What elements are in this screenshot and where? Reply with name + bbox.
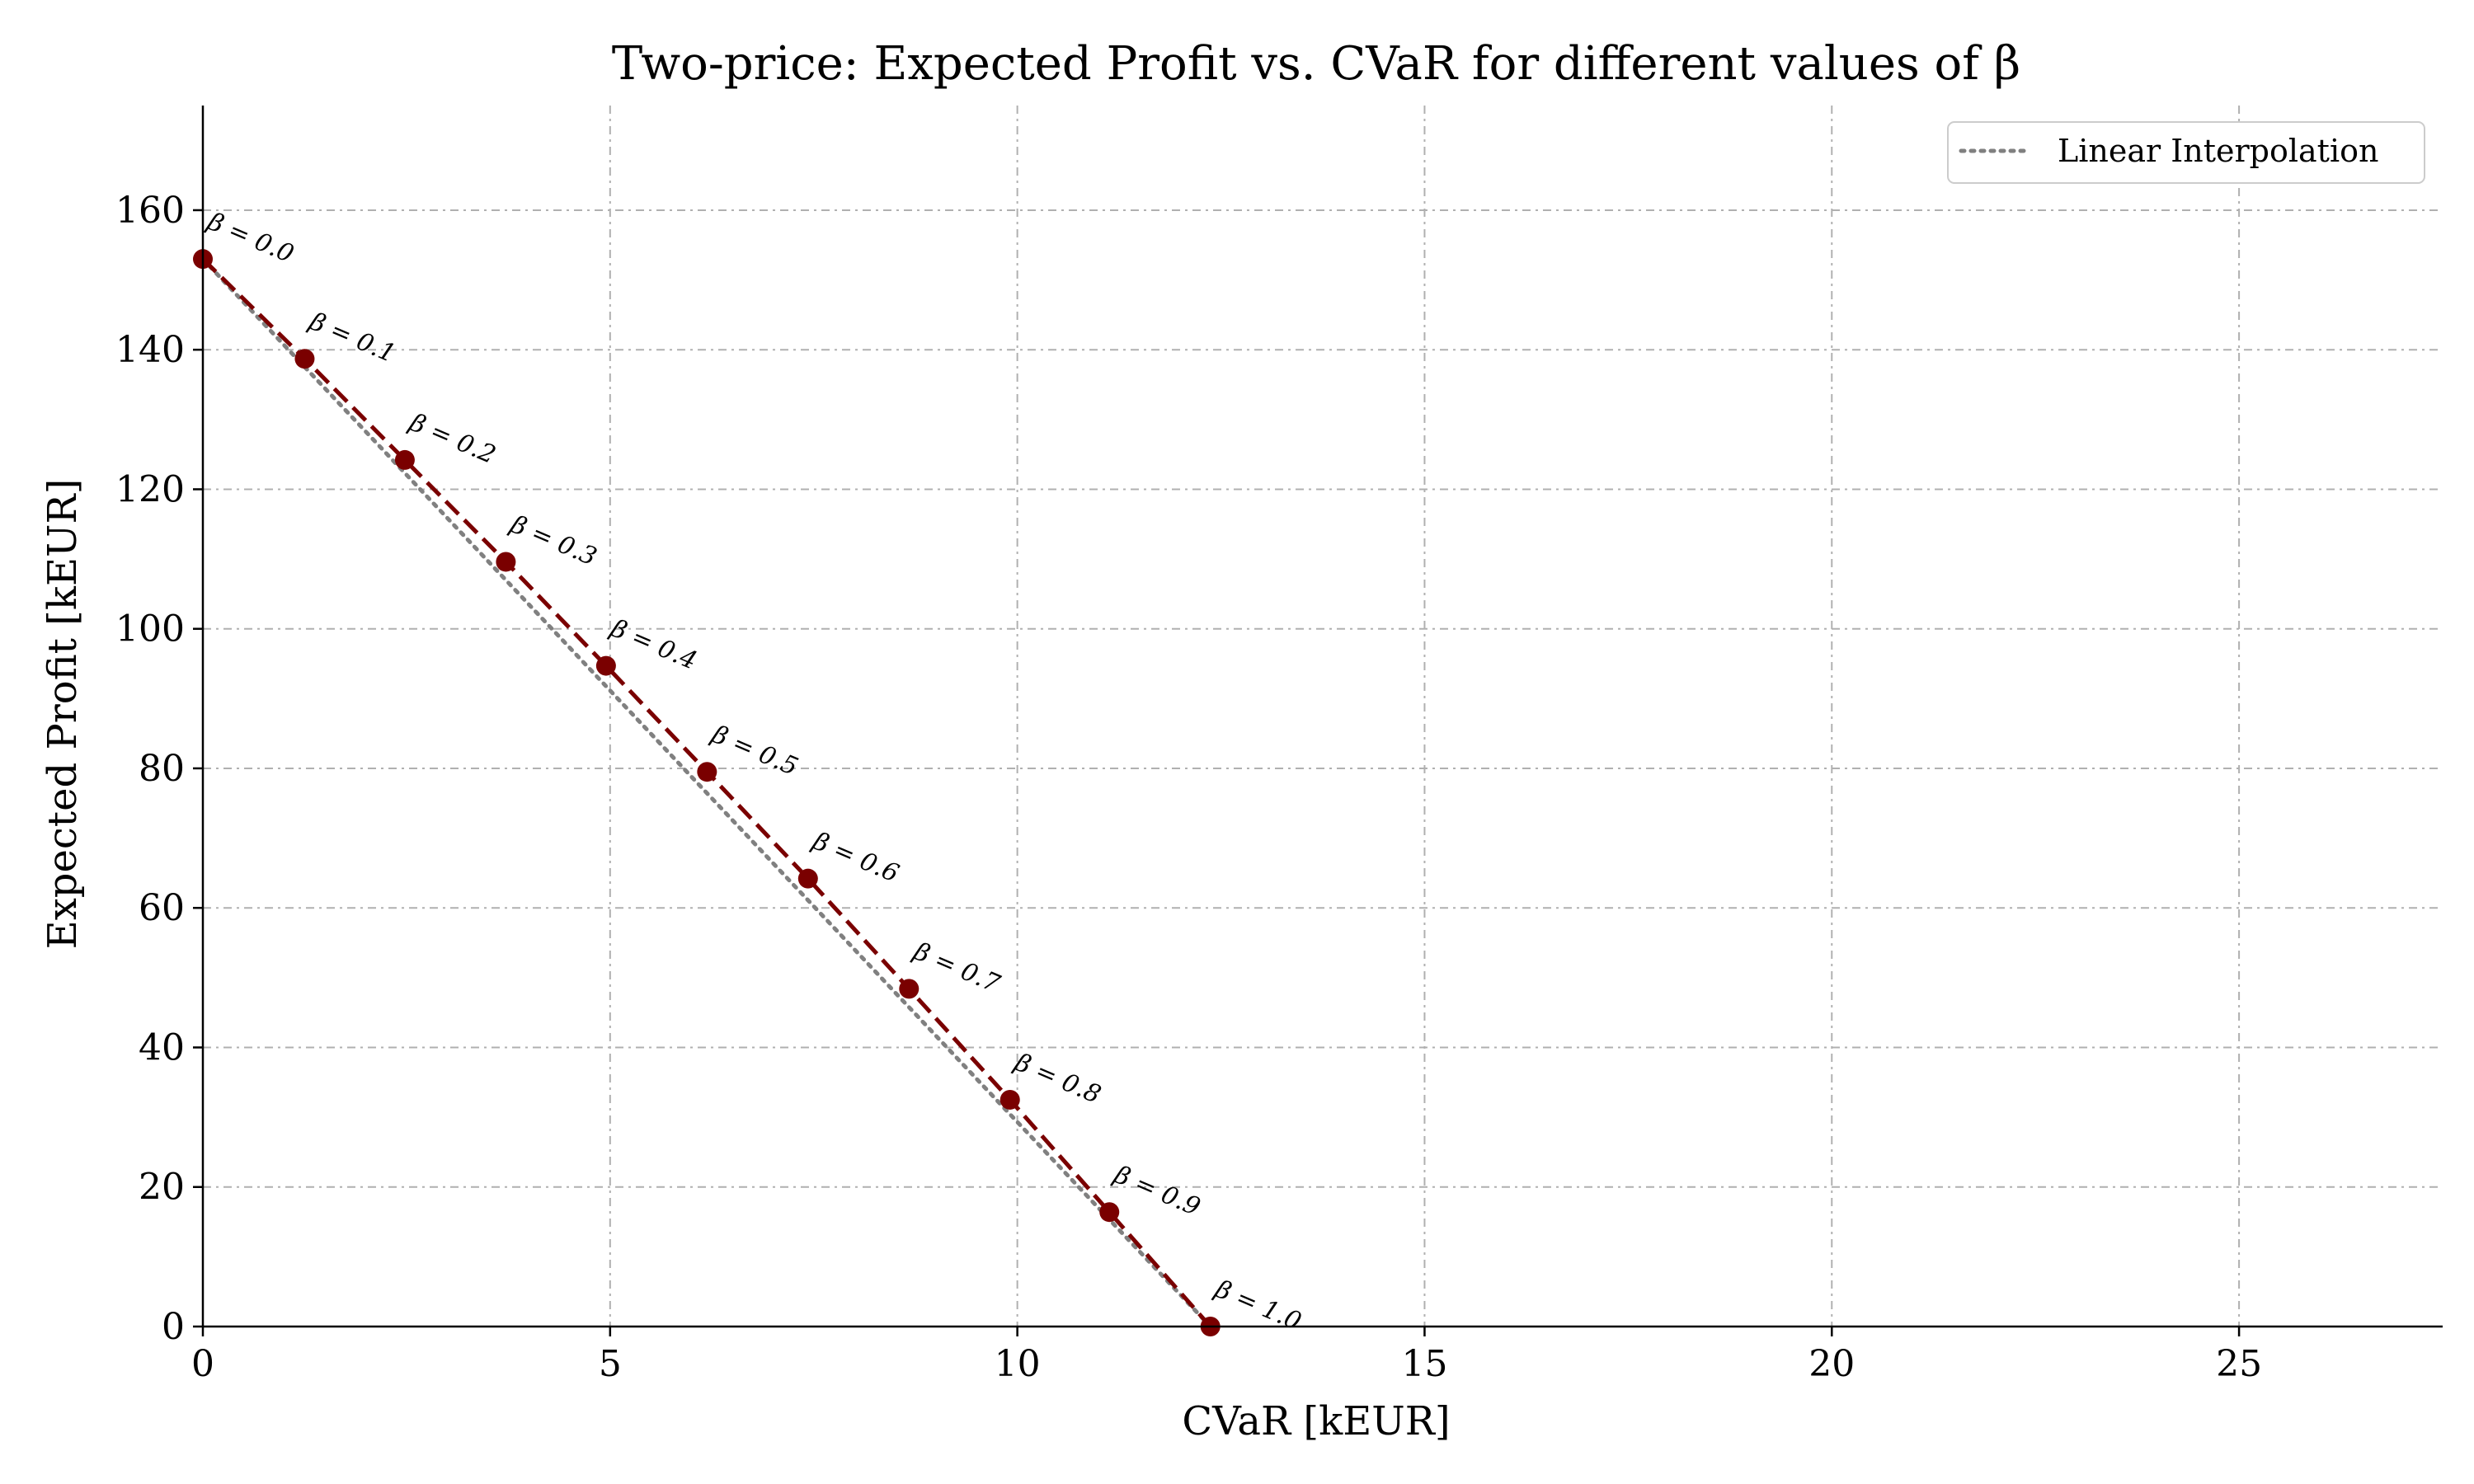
beta-label: β = 0.8: [1010, 1048, 1105, 1110]
x-tick-label: 0: [191, 1343, 214, 1385]
beta-label: β = 0.0: [203, 207, 298, 269]
y-tick-label: 160: [115, 190, 185, 232]
grid: [203, 106, 2443, 1327]
beta-label: β = 0.1: [304, 307, 399, 369]
y-tick-label: 140: [115, 329, 185, 371]
y-tick-label: 80: [139, 748, 185, 790]
x-tick-label: 20: [1808, 1343, 1855, 1385]
beta-label: β = 0.3: [506, 510, 600, 571]
beta-label: β = 0.5: [707, 720, 802, 782]
axes: [201, 106, 2443, 1328]
beta-label: β = 0.9: [1109, 1160, 1204, 1222]
legend-box: [1947, 121, 2425, 184]
data-point: [1099, 1202, 1120, 1223]
beta-label: β = 0.7: [909, 937, 1004, 999]
chart-title: Two-price: Expected Profit vs. CVaR for …: [612, 37, 2020, 91]
data-point: [697, 762, 717, 782]
y-tick-label: 100: [115, 608, 185, 650]
data-point: [394, 449, 415, 470]
y-tick-label: 60: [139, 887, 185, 929]
y-tick-label: 0: [162, 1306, 185, 1348]
y-axis-label: Expected Profit [kEUR]: [40, 479, 86, 950]
x-tick-label: 10: [995, 1343, 1041, 1385]
x-tick-label: 5: [599, 1343, 622, 1385]
data-point: [496, 552, 516, 572]
series-layer: [193, 249, 1221, 1336]
x-tick-label: 25: [2216, 1343, 2262, 1385]
data-point: [797, 868, 818, 889]
x-axis-label: CVaR [kEUR]: [1182, 1398, 1450, 1444]
data-point: [595, 655, 616, 676]
series-line-linear-interpolation: [200, 256, 1213, 1329]
beta-label: β = 0.2: [405, 408, 500, 470]
y-tick-label: 20: [139, 1167, 185, 1209]
y-tick-label: 40: [139, 1026, 185, 1068]
data-point: [999, 1089, 1020, 1110]
x-tick-label: 15: [1401, 1343, 1447, 1385]
legend-label-linear-interpolation: Linear Interpolation: [2058, 133, 2378, 169]
data-point: [899, 979, 920, 999]
beta-label: β = 0.6: [808, 826, 903, 888]
beta-labels: β = 0.0β = 0.1β = 0.2β = 0.3β = 0.4β = 0…: [203, 207, 1305, 1336]
data-point: [294, 349, 315, 369]
ticks: 0 5 10 15 20 25 0 20 40 60 80 100 120 140 160: [115, 190, 2262, 1385]
y-tick-label: 120: [115, 468, 185, 510]
beta-label: β = 0.4: [606, 613, 701, 675]
legend: Linear Interpolation: [1947, 121, 2425, 184]
